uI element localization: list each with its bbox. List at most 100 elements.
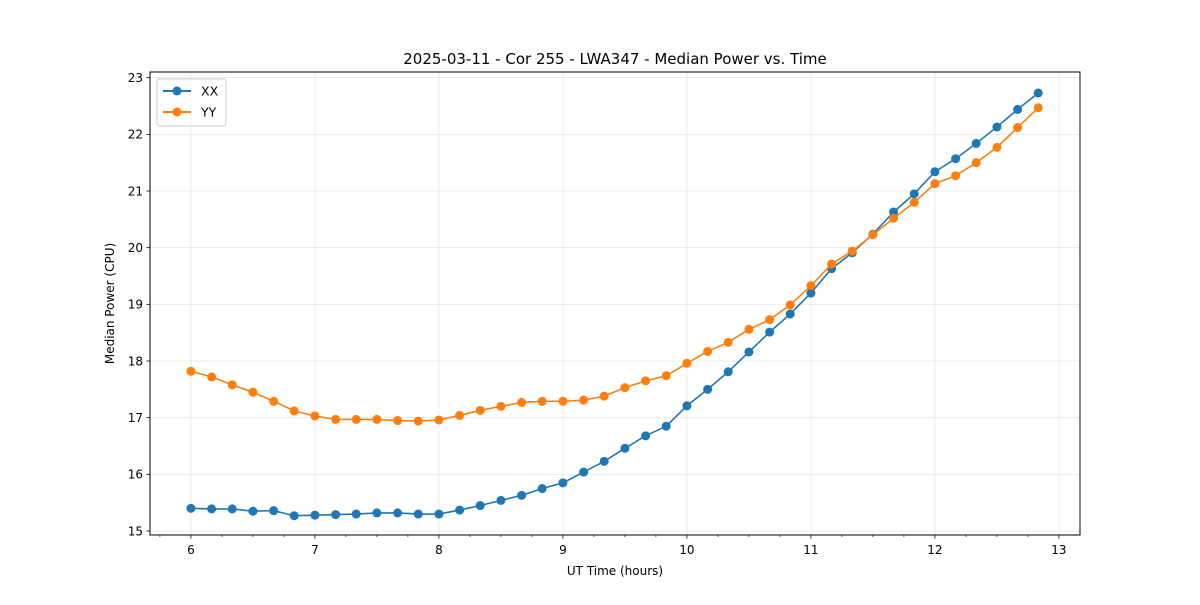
data-point-yy: [785, 300, 795, 310]
data-point-yy: [537, 396, 547, 406]
plot-area-frame: [149, 71, 1081, 536]
data-point-yy: [579, 395, 589, 405]
x-tick-label: 8: [435, 543, 443, 557]
data-point-xx: [661, 421, 671, 431]
legend-marker-xx: [172, 86, 182, 96]
data-point-xx: [620, 443, 630, 453]
y-tick-label: 19: [128, 298, 143, 312]
data-point-xx: [951, 154, 961, 164]
data-point-xx: [310, 510, 320, 520]
legend-label-yy: YY: [200, 105, 217, 120]
legend-marker-yy: [172, 107, 182, 117]
data-point-xx: [785, 309, 795, 319]
data-point-xx: [641, 431, 651, 441]
data-point-yy: [310, 411, 320, 421]
data-point-xx: [351, 509, 361, 519]
data-point-yy: [930, 179, 940, 189]
data-point-xx: [186, 503, 196, 513]
data-point-yy: [827, 259, 837, 269]
data-point-xx: [269, 506, 279, 516]
y-tick-label: 15: [128, 524, 143, 538]
y-tick-label: 23: [128, 71, 143, 85]
data-point-xx: [579, 467, 589, 477]
data-point-yy: [186, 366, 196, 376]
data-point-yy: [889, 213, 899, 223]
data-point-yy: [207, 372, 217, 382]
x-tick-label: 11: [803, 543, 818, 557]
data-point-xx: [248, 506, 258, 516]
data-point-yy: [744, 324, 754, 334]
y-tick-label: 21: [128, 184, 143, 198]
data-point-yy: [269, 396, 279, 406]
data-point-xx: [992, 122, 1002, 132]
data-point-yy: [641, 376, 651, 386]
data-point-yy: [723, 337, 733, 347]
data-point-yy: [909, 197, 919, 207]
grid-lines: [150, 72, 1080, 535]
data-point-yy: [517, 397, 527, 407]
x-tick-label: 9: [559, 543, 567, 557]
data-point-yy: [372, 414, 382, 424]
data-point-xx: [1013, 104, 1023, 114]
data-point-xx: [455, 505, 465, 515]
data-point-xx: [599, 456, 609, 466]
data-point-xx: [207, 504, 217, 514]
data-point-yy: [847, 246, 857, 256]
data-point-yy: [806, 281, 816, 291]
y-tick-label: 16: [128, 468, 143, 482]
x-axis-label: UT Time (hours): [567, 564, 663, 578]
data-point-yy: [661, 371, 671, 381]
data-point-xx: [558, 478, 568, 488]
x-tick-label: 6: [187, 543, 195, 557]
data-point-yy: [599, 391, 609, 401]
legend: XX YY: [156, 78, 227, 127]
data-point-yy: [248, 387, 258, 397]
data-point-yy: [227, 380, 237, 390]
data-point-xx: [1033, 88, 1043, 98]
data-point-yy: [992, 142, 1002, 152]
data-point-xx: [909, 189, 919, 199]
data-point-xx: [331, 510, 341, 520]
data-point-xx: [393, 508, 403, 518]
y-axis-label: Median Power (CPU): [103, 243, 117, 364]
data-point-yy: [351, 414, 361, 424]
axis-ticks: 6 7 8 9 10 11 12 13 15 16 17 18 19 20 21 22 23: [128, 71, 1067, 557]
data-point-yy: [703, 346, 713, 356]
data-point-yy: [331, 414, 341, 424]
data-point-yy: [951, 171, 961, 181]
data-point-xx: [930, 167, 940, 177]
data-point-xx: [537, 484, 547, 494]
y-tick-label: 20: [128, 241, 143, 255]
data-point-xx: [227, 504, 237, 514]
x-tick-label: 7: [311, 543, 319, 557]
y-tick-label: 22: [128, 128, 143, 142]
data-point-xx: [517, 490, 527, 500]
data-point-yy: [765, 315, 775, 325]
x-tick-label: 10: [679, 543, 694, 557]
data-point-yy: [1033, 103, 1043, 113]
data-point-xx: [765, 327, 775, 337]
data-point-yy: [393, 416, 403, 426]
data-point-xx: [475, 501, 485, 511]
data-point-xx: [806, 288, 816, 298]
data-point-yy: [413, 416, 423, 426]
data-point-xx: [434, 509, 444, 519]
data-point-yy: [868, 230, 878, 240]
data-point-yy: [434, 415, 444, 425]
data-point-xx: [723, 367, 733, 377]
data-point-xx: [289, 511, 299, 521]
data-point-xx: [889, 207, 899, 217]
data-point-yy: [289, 406, 299, 416]
y-tick-label: 17: [128, 411, 143, 425]
data-point-yy: [1013, 123, 1023, 133]
series-layer: [186, 88, 1043, 521]
data-point-yy: [475, 405, 485, 415]
data-point-xx: [682, 401, 692, 411]
y-tick-label: 18: [128, 354, 143, 368]
data-point-yy: [971, 158, 981, 168]
x-tick-label: 13: [1051, 543, 1066, 557]
data-point-xx: [971, 138, 981, 148]
data-point-xx: [372, 508, 382, 518]
